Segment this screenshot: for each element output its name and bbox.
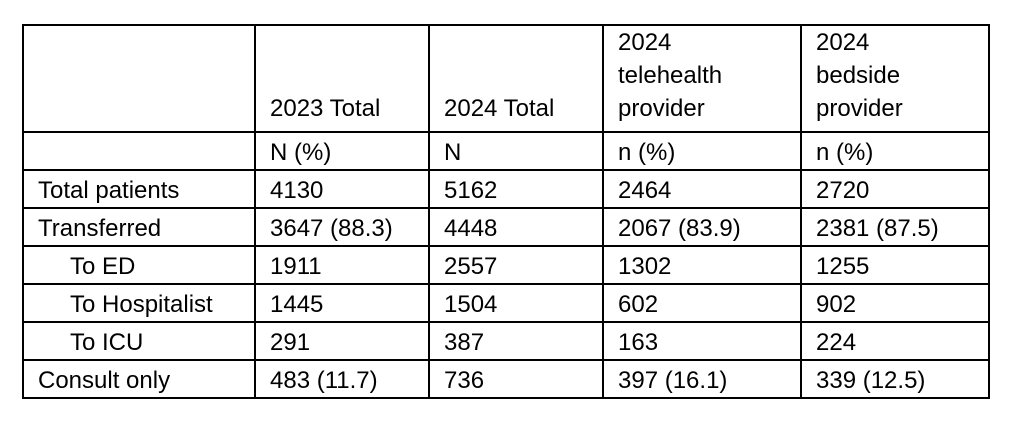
table-cell: 291 — [254, 321, 430, 361]
table-cell: 224 — [800, 321, 990, 361]
header-text: provider — [816, 95, 903, 122]
table-cell: 163 — [602, 321, 802, 361]
units-row: N (%) N n (%) n (%) — [22, 131, 990, 171]
table-row: To Hospitalist 1445 1504 602 902 — [22, 283, 990, 323]
table-cell: 1255 — [800, 245, 990, 285]
header-text: 2024 — [816, 29, 870, 56]
table-cell: 602 — [602, 283, 802, 323]
units-cell — [22, 131, 256, 171]
header-text: provider — [618, 95, 705, 122]
row-label: To Hospitalist — [22, 283, 256, 323]
table-cell: 736 — [428, 359, 604, 399]
table-row: Consult only 483 (11.7) 736 397 (16.1) 3… — [22, 359, 990, 399]
row-label: Total patients — [22, 169, 256, 209]
header-cell-2023-total: 2023 Total — [254, 24, 430, 133]
header-text: 2024 Total — [444, 95, 555, 122]
table-cell: 3647 (88.3) — [254, 207, 430, 247]
table-cell: 397 (16.1) — [602, 359, 802, 399]
table-row: Transferred 3647 (88.3) 4448 2067 (83.9)… — [22, 207, 990, 247]
row-label: Transferred — [22, 207, 256, 247]
header-cell-2024-telehealth-provider: 2024 telehealth provider — [602, 24, 802, 133]
table-cell: 2557 — [428, 245, 604, 285]
header-text: 2024 — [618, 29, 672, 56]
header-text: telehealth — [618, 62, 723, 89]
table-cell: 1504 — [428, 283, 604, 323]
table-cell: 387 — [428, 321, 604, 361]
table-cell: 1302 — [602, 245, 802, 285]
units-cell: n (%) — [602, 131, 802, 171]
units-cell: N (%) — [254, 131, 430, 171]
table-row: To ED 1911 2557 1302 1255 — [22, 245, 990, 285]
data-table: 2023 Total 2024 Total 2024 telehealth pr… — [22, 24, 990, 399]
units-cell: n (%) — [800, 131, 990, 171]
table-row: To ICU 291 387 163 224 — [22, 321, 990, 361]
row-label: To ICU — [22, 321, 256, 361]
table-cell: 5162 — [428, 169, 604, 209]
row-label: Consult only — [22, 359, 256, 399]
header-cell-empty — [22, 24, 256, 133]
table-cell: 1445 — [254, 283, 430, 323]
table-row: Total patients 4130 5162 2464 2720 — [22, 169, 990, 209]
table-cell: 4448 — [428, 207, 604, 247]
table-cell: 2381 (87.5) — [800, 207, 990, 247]
table-cell: 2720 — [800, 169, 990, 209]
header-row: 2023 Total 2024 Total 2024 telehealth pr… — [22, 24, 990, 133]
header-cell-2024-total: 2024 Total — [428, 24, 604, 133]
header-cell-2024-bedside-provider: 2024 bedside provider — [800, 24, 990, 133]
table-cell: 483 (11.7) — [254, 359, 430, 399]
table-cell: 1911 — [254, 245, 430, 285]
row-label: To ED — [22, 245, 256, 285]
table-cell: 339 (12.5) — [800, 359, 990, 399]
header-text: 2023 Total — [270, 95, 381, 122]
units-cell: N — [428, 131, 604, 171]
table-cell: 4130 — [254, 169, 430, 209]
table-cell: 902 — [800, 283, 990, 323]
table-cell: 2067 (83.9) — [602, 207, 802, 247]
table-cell: 2464 — [602, 169, 802, 209]
header-text: bedside — [816, 62, 901, 89]
